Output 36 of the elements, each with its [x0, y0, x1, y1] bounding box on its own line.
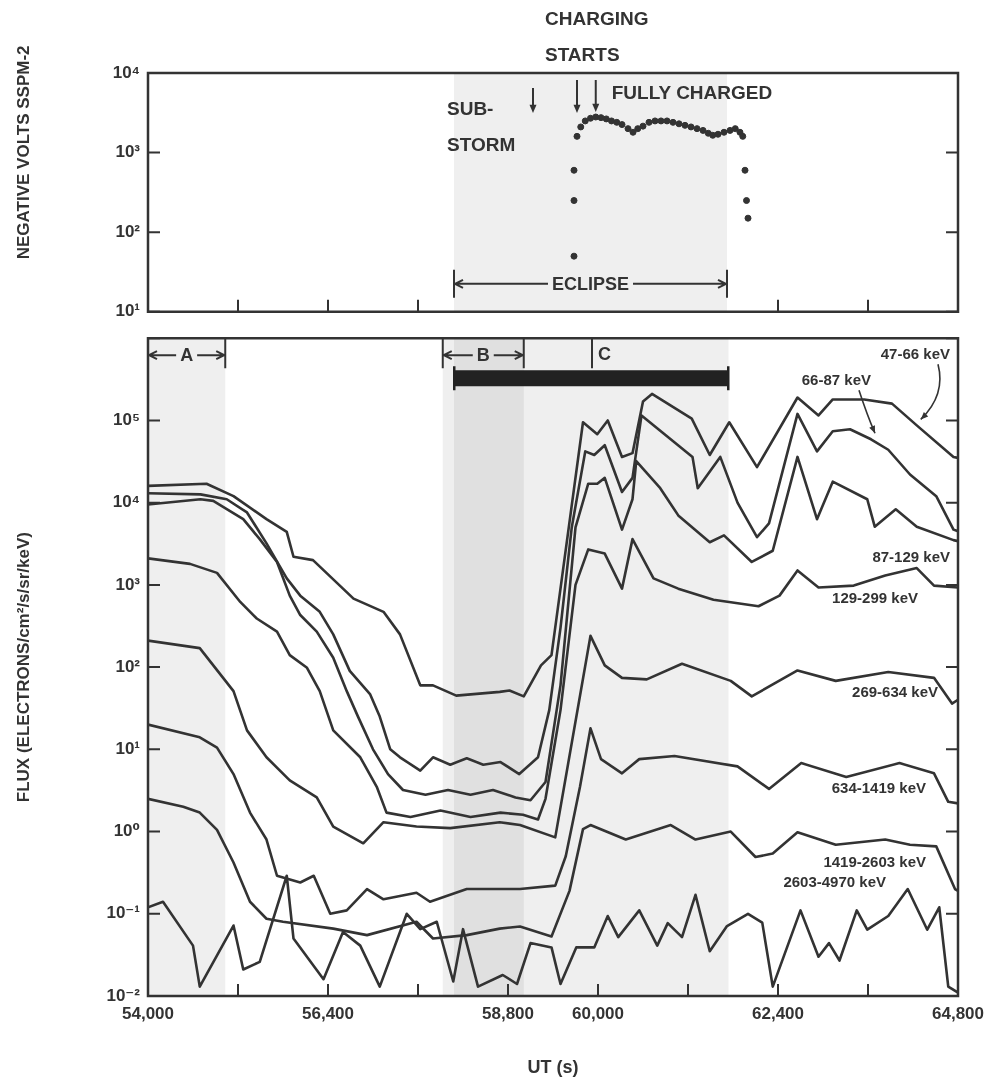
band-label: ECLIPSE: [551, 273, 630, 294]
y-tick-label: 10²: [115, 656, 141, 676]
annotation: FULLY CHARGED: [611, 82, 773, 104]
text: 47-66 keV: [880, 345, 950, 363]
x-tick-label: 64,800: [932, 1003, 984, 1023]
y-tick-label: 10⁵: [113, 410, 140, 430]
y-tick-label: 10⁴: [112, 492, 140, 512]
y-tick-label: 10²: [115, 221, 141, 241]
series-label: 66-87 keV: [801, 371, 871, 389]
series-label: 634-1419 keV: [831, 778, 926, 796]
y-tick-label: 10⁻¹: [106, 903, 141, 923]
y-axis-title: NEGATIVE VOLTS SSPM-2: [13, 45, 33, 260]
band-label: A: [180, 345, 194, 366]
text: CHARGING STARTS: [545, 8, 649, 66]
x-tick-label: 54,000: [122, 1003, 174, 1023]
annotation: SUB- STORM: [447, 98, 516, 156]
y-tick-label: 10³: [115, 574, 141, 594]
y-tick-label: 10⁴: [112, 62, 140, 82]
x-tick-label: 60,000: [572, 1003, 624, 1023]
series-label: 2603-4970 keV: [783, 873, 886, 891]
y-axis-title: FLUX (ELECTRONS/cm²/s/sr/keV): [13, 532, 33, 803]
ref-line-label: C: [598, 344, 611, 365]
series-label: 129-299 keV: [832, 588, 918, 606]
series-label: 87-129 keV: [872, 548, 950, 566]
y-tick-label: 10¹: [115, 739, 141, 759]
x-axis-title: UT (s): [527, 1056, 579, 1077]
x-tick-label: 56,400: [302, 1003, 354, 1023]
x-tick-label: 58,800: [482, 1003, 534, 1023]
x-tick-label: 62,400: [752, 1003, 804, 1023]
y-tick-label: 10¹: [115, 301, 141, 321]
series-label: 269-634 keV: [852, 683, 938, 701]
y-tick-label: 10⁰: [113, 821, 140, 841]
y-tick-label: 10³: [115, 142, 141, 162]
y-tick-label: 10⁻²: [106, 985, 141, 1005]
series-label: 1419-2603 keV: [823, 852, 926, 870]
band-label: B: [476, 345, 490, 366]
